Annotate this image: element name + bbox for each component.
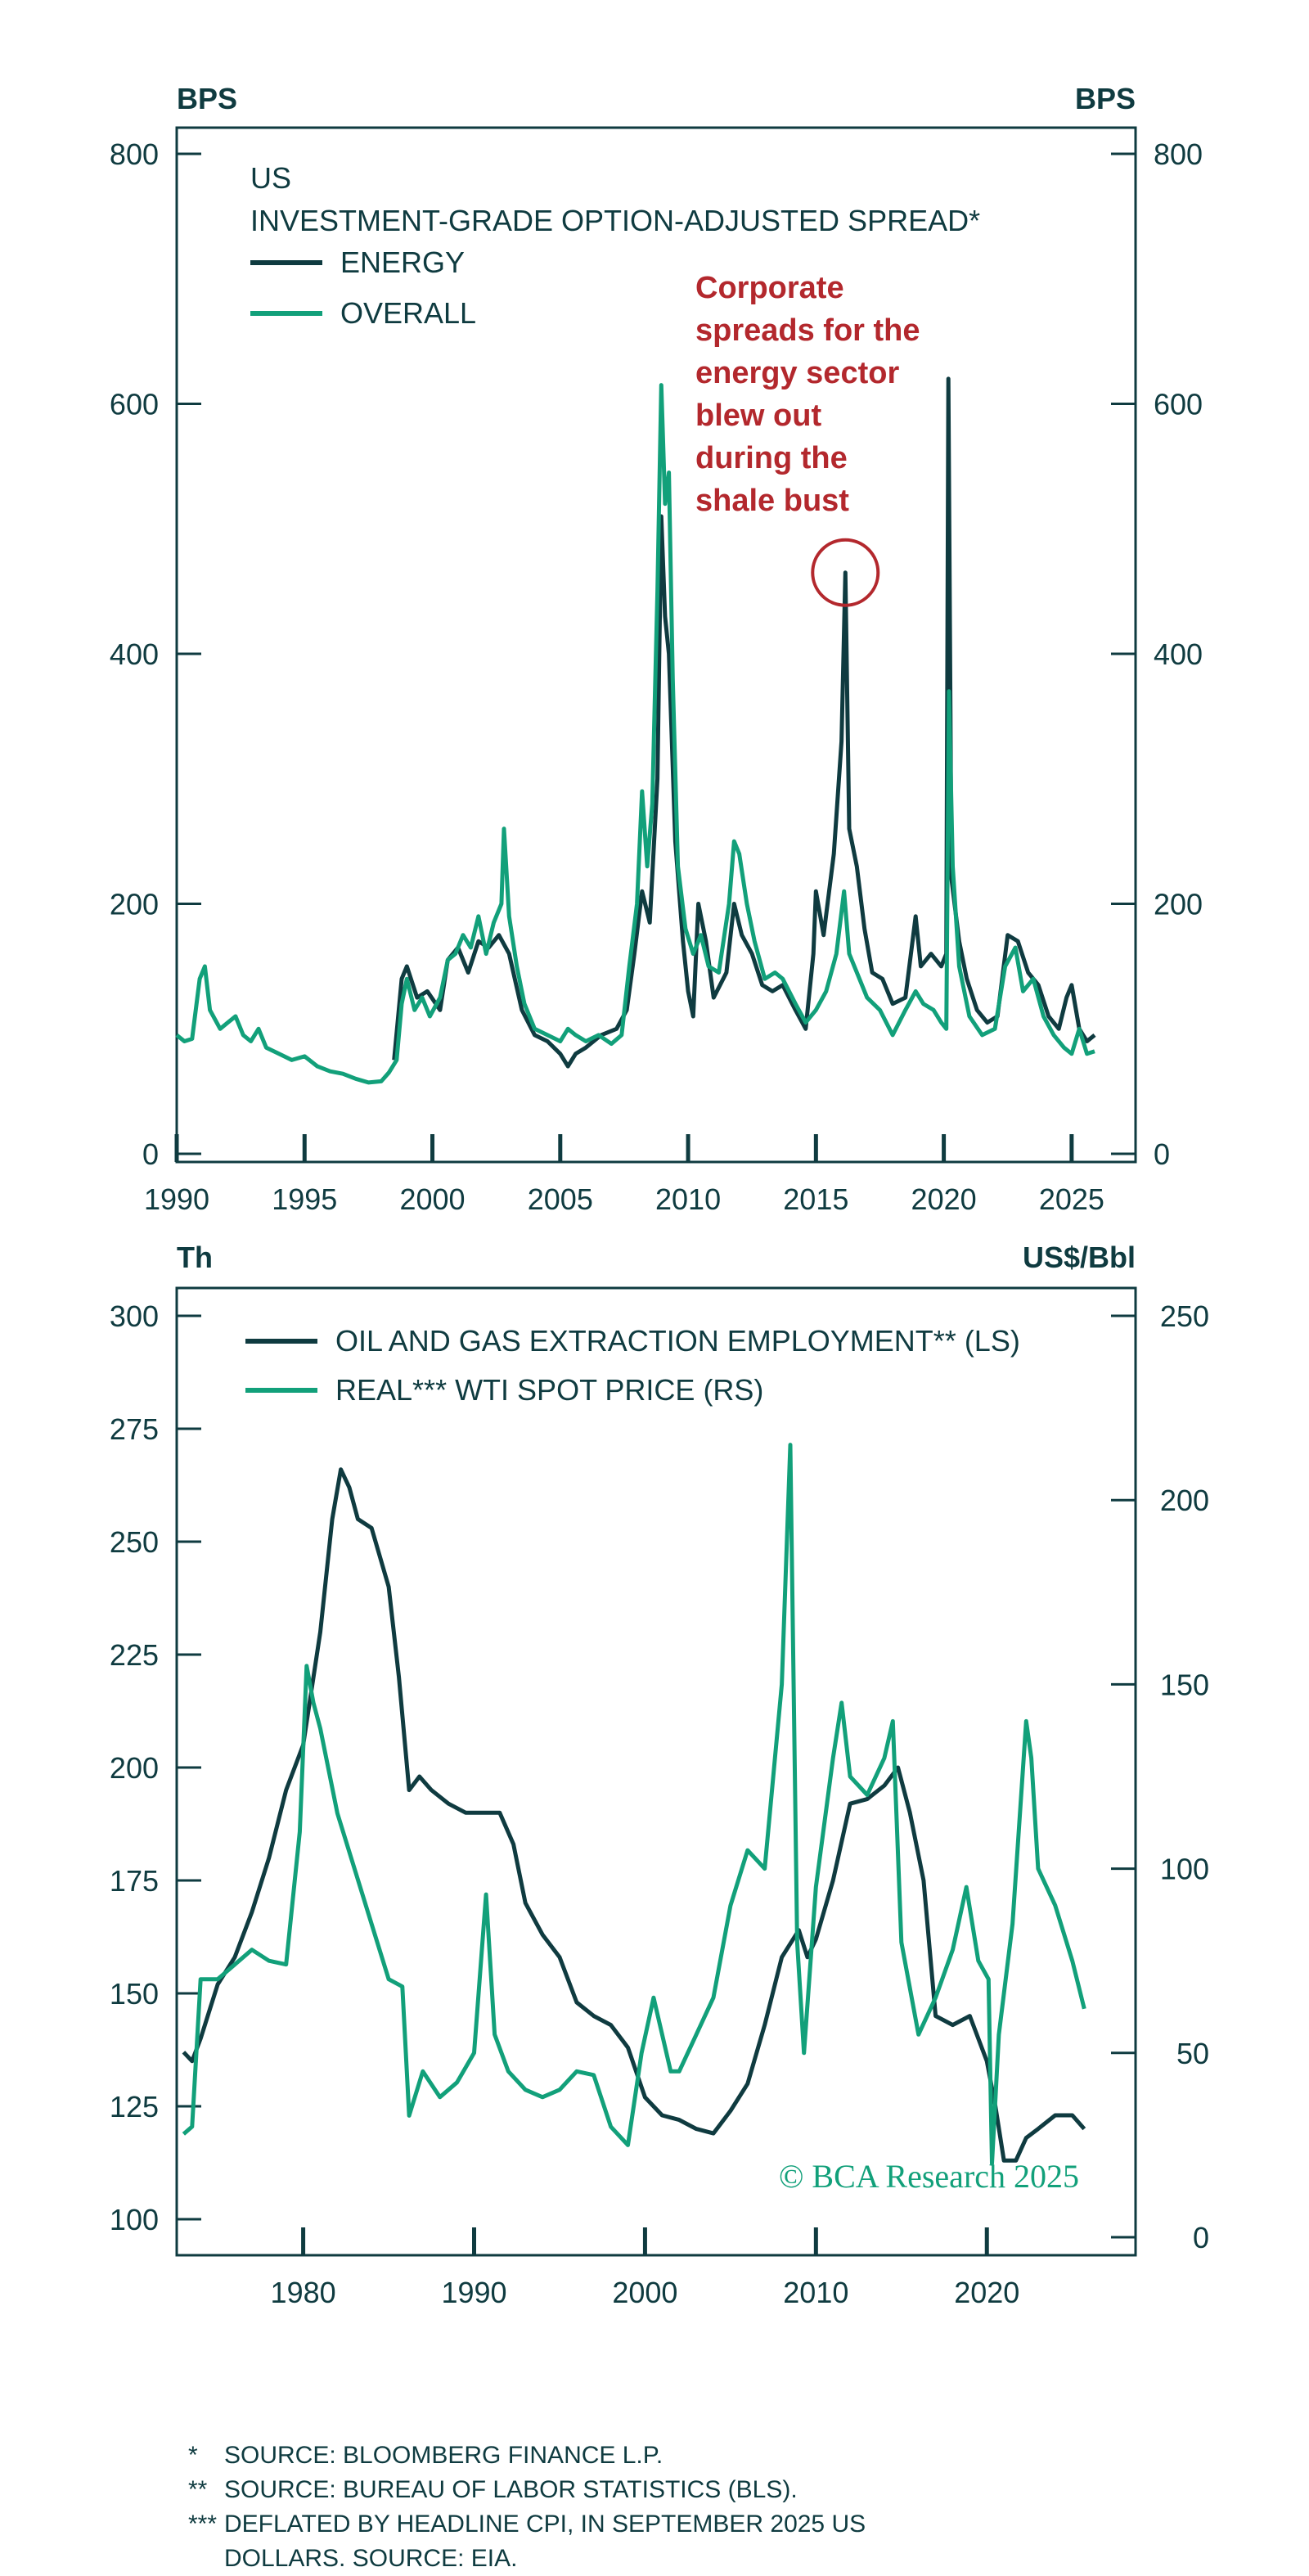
y-tick-label-left: 100: [110, 2203, 159, 2236]
title-line-1: US: [250, 161, 292, 195]
footnote-mark: [188, 2542, 224, 2576]
y-tick-label-right: 600: [1154, 388, 1203, 421]
y-tick-label-left: 400: [110, 637, 159, 671]
x-tick-label: 2025: [1039, 1182, 1104, 1211]
y-tick-label-left: 175: [110, 1864, 159, 1898]
x-tick-label: 1990: [441, 2276, 506, 2309]
plot-frame: [175, 126, 1137, 1164]
x-tick-label: 2005: [528, 1182, 593, 1211]
top-right-unit: BPS: [1074, 82, 1136, 115]
y-tick-label-right: 200: [1154, 888, 1203, 921]
title-line-2: INVESTMENT-GRADE OPTION-ADJUSTED SPREAD*: [250, 204, 981, 237]
legend-wti-label: REAL*** WTI SPOT PRICE (RS): [335, 1373, 764, 1407]
annotation-line: shale bust: [695, 484, 849, 518]
energy-swatch: [250, 260, 322, 265]
series-line-oil-and-gas-extraction-employment-ls: [182, 1467, 1086, 2163]
annotation-line: Corporate: [695, 271, 844, 305]
legend-overall: OVERALL: [250, 296, 476, 331]
y-tick-label-right: 100: [1160, 1853, 1209, 1886]
x-tick-label: 2000: [399, 1182, 465, 1211]
bottom-chart: 100 125 150 175 200 225 250 275 300 0 50 100 150 200 2…: [110, 1286, 1209, 2309]
footnote: ** SOURCE: BUREAU OF LABOR STATISTICS (BL…: [188, 2473, 866, 2507]
y-tick-label-left: 275: [110, 1412, 159, 1446]
annotation-circle: [811, 538, 880, 607]
y-tick-label-left: 0: [142, 1137, 159, 1171]
footnote: *** DEFLATED BY HEADLINE CPI, IN SEPTEMBE…: [188, 2507, 866, 2542]
overall-swatch: [250, 311, 322, 316]
series-line-energy: [392, 376, 1096, 1069]
footnotes: * SOURCE: BLOOMBERG FINANCE L.P. ** SOURCE…: [188, 2439, 866, 2576]
footnote-text: DEFLATED BY HEADLINE CPI, IN SEPTEMBER 2…: [224, 2511, 866, 2538]
legend-wti: REAL*** WTI SPOT PRICE (RS): [245, 1373, 763, 1407]
legend-employment: OIL AND GAS EXTRACTION EMPLOYMENT** (LS): [245, 1324, 1020, 1358]
top-chart-title: US INVESTMENT-GRADE OPTION-ADJUSTED SPRE…: [250, 157, 980, 242]
legend-overall-label: OVERALL: [340, 296, 477, 330]
employment-swatch: [245, 1339, 317, 1344]
y-tick-label-right: 0: [1193, 2221, 1209, 2254]
y-tick-label-left: 250: [110, 1525, 159, 1559]
annotation-line: energy sector: [695, 356, 900, 390]
x-tick-label: 1980: [271, 2276, 336, 2309]
x-tick-label: 2000: [612, 2276, 677, 2309]
y-tick-label-right: 400: [1154, 637, 1203, 671]
y-tick-label-right: 0: [1154, 1137, 1170, 1171]
bottom-right-unit: US$/Bbl: [1022, 1241, 1136, 1274]
series-line-real-wti-spot-price-rs: [182, 1443, 1086, 2166]
y-tick-label-left: 200: [110, 1751, 159, 1785]
top-chart: 0 0 200 200 400 400 600 600 800 800 1990 1995 2000 20…: [110, 126, 1203, 1211]
footnote: * SOURCE: BLOOMBERG FINANCE L.P.: [188, 2439, 866, 2473]
y-tick-label-left: 125: [110, 2090, 159, 2123]
y-tick-label-left: 300: [110, 1299, 159, 1333]
x-tick-label: 1990: [144, 1182, 209, 1211]
x-tick-label: 2020: [954, 2276, 1019, 2309]
footnote-text: SOURCE: BUREAU OF LABOR STATISTICS (BLS)…: [224, 2476, 798, 2503]
bottom-left-unit: Th: [177, 1241, 213, 1274]
y-tick-label-left: 800: [110, 137, 159, 171]
annotation-line: during the: [695, 441, 848, 475]
y-tick-label-right: 200: [1160, 1484, 1209, 1517]
y-tick-label-right: 800: [1154, 137, 1203, 171]
annotation-line: blew out: [695, 399, 822, 433]
wti-swatch: [245, 1388, 317, 1393]
shale-bust-annotation: Corporate spreads for the energy sector …: [695, 267, 920, 522]
top-left-unit: BPS: [177, 82, 238, 115]
footnote-mark: *: [188, 2442, 198, 2469]
legend-employment-label: OIL AND GAS EXTRACTION EMPLOYMENT** (LS): [335, 1324, 1020, 1358]
y-tick-label-left: 600: [110, 388, 159, 421]
y-tick-label-left: 200: [110, 888, 159, 921]
bca-watermark: © BCA Research 2025: [779, 2158, 1080, 2195]
x-tick-label: 2015: [783, 1182, 848, 1211]
x-tick-label: 2020: [911, 1182, 977, 1211]
annotation-line: spreads for the: [695, 313, 920, 348]
footnote-text: DOLLARS. SOURCE: EIA.: [224, 2545, 518, 2572]
series-line-overall: [175, 383, 1095, 1085]
plot-frame: [175, 1286, 1137, 2257]
legend-energy: ENERGY: [250, 245, 465, 280]
footnote-mark: **: [188, 2476, 208, 2503]
footnote-mark: ***: [188, 2511, 218, 2538]
legend-energy-label: ENERGY: [340, 245, 466, 279]
footnote-text: SOURCE: BLOOMBERG FINANCE L.P.: [224, 2442, 663, 2469]
y-tick-label-right: 150: [1160, 1668, 1209, 1701]
y-tick-label-left: 225: [110, 1638, 159, 1672]
y-tick-label-left: 150: [110, 1977, 159, 2011]
x-tick-label: 2010: [655, 1182, 721, 1211]
y-tick-label-right: 50: [1176, 2037, 1209, 2070]
x-tick-label: 1995: [272, 1182, 337, 1211]
y-tick-label-right: 250: [1160, 1299, 1209, 1333]
x-tick-label: 2010: [783, 2276, 848, 2309]
footnote: DOLLARS. SOURCE: EIA.: [188, 2542, 866, 2576]
